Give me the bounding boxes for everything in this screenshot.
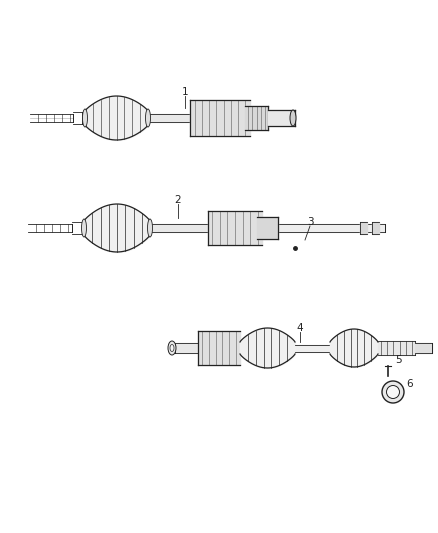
Text: 6: 6 (407, 379, 413, 389)
Ellipse shape (82, 109, 88, 127)
Text: 4: 4 (297, 323, 303, 333)
Text: 1: 1 (182, 87, 188, 97)
Text: 2: 2 (175, 195, 181, 205)
Text: 3: 3 (307, 217, 313, 227)
Ellipse shape (148, 219, 152, 237)
Ellipse shape (290, 110, 296, 126)
Ellipse shape (386, 385, 399, 399)
Ellipse shape (145, 109, 151, 127)
Ellipse shape (81, 219, 86, 237)
Text: 5: 5 (395, 355, 401, 365)
Ellipse shape (382, 381, 404, 403)
Ellipse shape (168, 341, 176, 355)
Ellipse shape (170, 344, 174, 351)
